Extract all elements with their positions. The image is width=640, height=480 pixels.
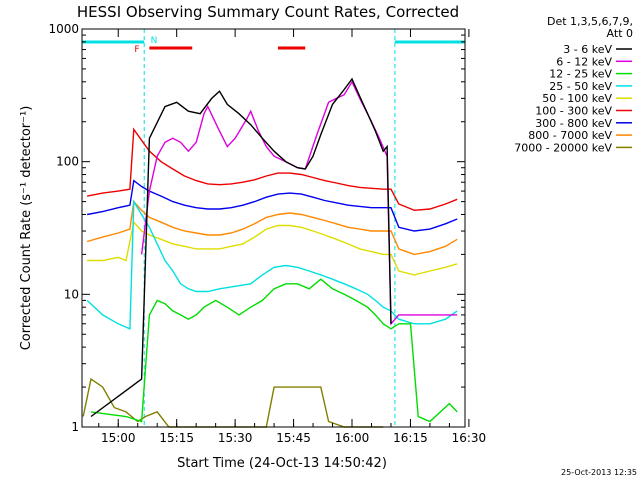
series-line-100-300-kev (86, 127, 458, 212)
x-tick-label: 16:00 (335, 431, 370, 445)
x-tick-label: 15:15 (159, 431, 194, 445)
legend-header: Det 1,3,5,6,7,9, Att 0 (547, 15, 633, 40)
flag-layer: F N (134, 36, 306, 55)
y-axis: 1 10 100 1000 (48, 22, 465, 434)
y-axis-label: Corrected Count Rate (s⁻¹ detector⁻¹) (19, 106, 34, 351)
x-tick-label: 15:45 (276, 431, 311, 445)
generation-timestamp: 25-Oct-2013 12:35 (561, 468, 637, 477)
night-flag-label: N (151, 36, 158, 46)
series-line-3-6-kev (90, 77, 392, 418)
y-tick-label: 1 (71, 420, 79, 434)
legend-label: 50 - 100 keV (542, 92, 612, 105)
series-layer (82, 77, 458, 428)
series-line-12-25-kev (90, 278, 458, 423)
y-tick-label: 10 (64, 287, 79, 301)
legend-attenuator: Att 0 (607, 27, 633, 40)
x-tick-label: 16:30 (452, 431, 487, 445)
legend-label: 12 - 25 keV (549, 68, 612, 81)
series-line-6-12-kev (140, 80, 458, 326)
legend-label: 25 - 50 keV (549, 80, 612, 93)
legend-label: 6 - 12 keV (556, 55, 612, 68)
y-tick-label: 100 (56, 155, 79, 169)
legend-detectors: Det 1,3,5,6,7,9, (547, 15, 633, 28)
legend-label: 800 - 7000 keV (528, 129, 612, 142)
legend-label: 300 - 800 keV (535, 117, 612, 130)
flare-flag-label: F (134, 45, 139, 55)
series-line-25-50-kev (86, 199, 458, 330)
x-tick-label: 16:15 (393, 431, 428, 445)
legend-label: 7000 - 20000 keV (514, 141, 612, 154)
legend-label: 100 - 300 keV (535, 105, 612, 118)
x-axis: 15:00 15:15 15:30 15:45 16:00 16:15 16:30 (98, 29, 487, 445)
x-tick-label: 15:30 (218, 431, 253, 445)
y-tick-label: 1000 (48, 22, 79, 36)
chart-title: HESSI Observing Summary Count Rates, Cor… (77, 3, 459, 21)
x-tick-label: 15:00 (101, 431, 136, 445)
series-line-7000-20000-kev (82, 377, 384, 428)
x-axis-label: Start Time (24-Oct-13 14:50:42) (177, 456, 387, 471)
plot-frame (81, 28, 466, 428)
legend-label: 3 - 6 keV (563, 43, 612, 56)
